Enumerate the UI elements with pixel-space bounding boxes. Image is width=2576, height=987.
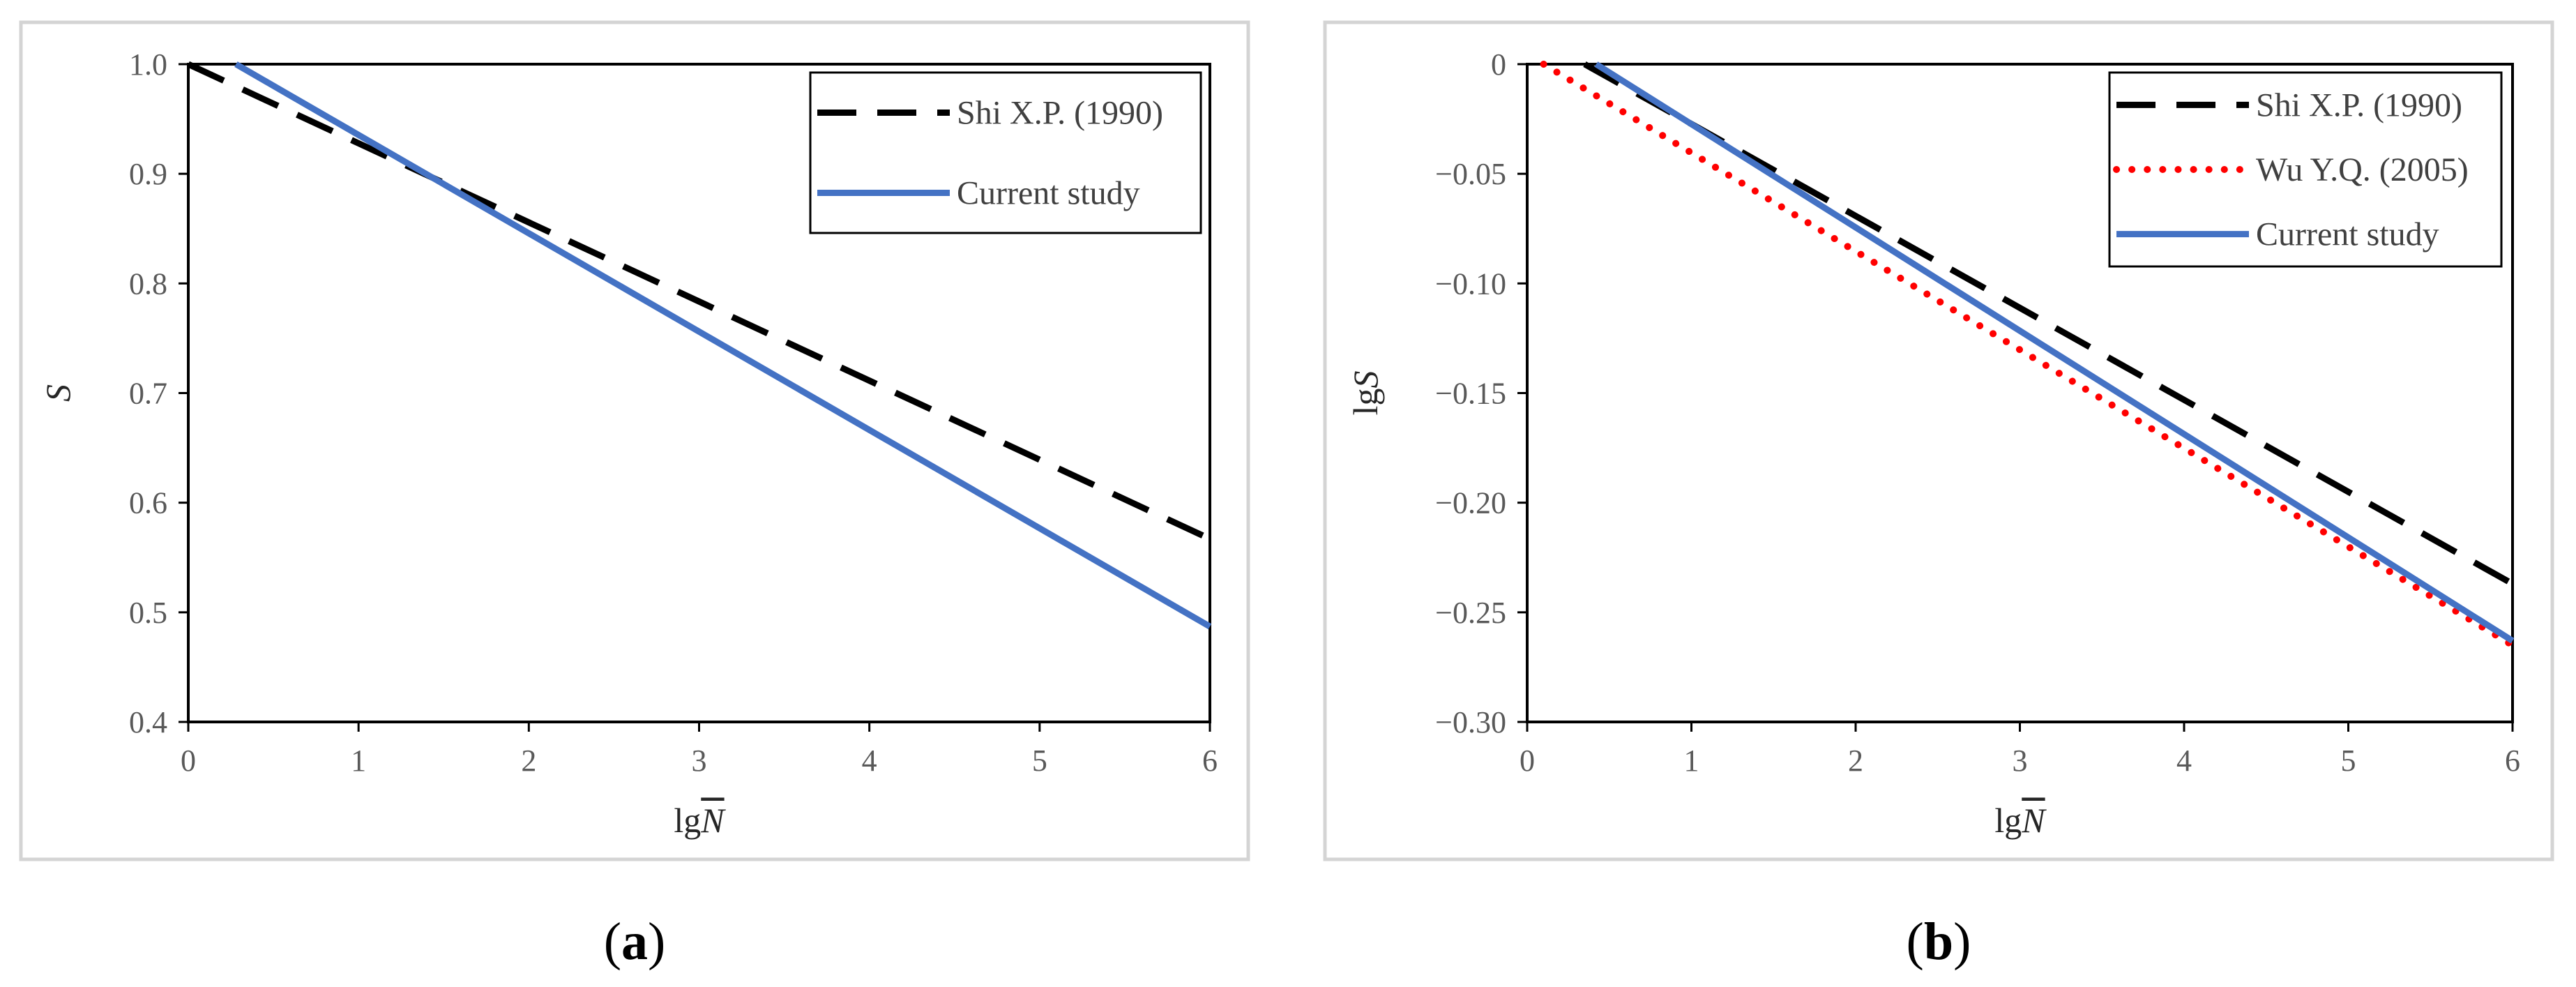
panel-b-x-tick-label: 4	[2176, 744, 2192, 778]
panel-b-y-tick-label: −0.20	[1435, 486, 1506, 520]
panel-a-y-tick-label: 0.6	[129, 486, 167, 520]
panel-a-x-tick-label: 1	[351, 744, 366, 778]
panel-a-y-tick-label: 0.5	[129, 596, 167, 630]
panel-b-y-tick-label: −0.15	[1435, 377, 1506, 411]
panel-b-legend-label-3: Current study	[2256, 216, 2439, 253]
panel-b-x-tick-label: 3	[2013, 744, 2028, 778]
panel-a-legend-label-1: Shi X.P. (1990)	[957, 95, 1163, 132]
panel-a-y-tick-label: 0.9	[129, 157, 167, 191]
panel-a-series-line-1	[187, 61, 1211, 542]
panel-a-x-tick-label: 3	[692, 744, 707, 778]
panel-b-legend-label-2: Wu Y.Q. (2005)	[2256, 151, 2469, 188]
panel-a-x-axis-label-prefix: lg	[674, 801, 701, 840]
panel-a-y-tick-label: 0.8	[129, 266, 167, 301]
panel-a-x-tick-label: 2	[521, 744, 536, 778]
panel-b-x-tick-label: 5	[2341, 744, 2356, 778]
panel-a-y-tick-label: 0.4	[129, 705, 167, 739]
panel-b-y-tick-label: −0.30	[1435, 705, 1506, 739]
panel-b-x-axis-label-prefix: lg	[1994, 801, 2022, 840]
panel-b-y-axis-label: lgS	[1346, 371, 1385, 416]
panel-b-plot: 0 1 2 3 4 5 6 0 −0.05 −0.10 −0.15 −0.20 −0.25 −0.30 lg…	[1346, 47, 2520, 840]
panel-a-y-axis-label: S	[38, 384, 77, 402]
caption-b: (b)	[1907, 912, 1971, 971]
panel-b-x-tick-label: 2	[1848, 744, 1863, 778]
panel-a-y-tick-label: 1.0	[129, 47, 167, 82]
panel-b-legend-label-1: Shi X.P. (1990)	[2256, 86, 2462, 123]
panel-a-series-line-2	[234, 61, 1212, 630]
panel-a-legend-box	[809, 71, 1202, 234]
panel-b-y-tick-label: −0.05	[1435, 157, 1506, 191]
panel-b-y-axis-label-prefix: lg	[1346, 389, 1385, 416]
panel-a-x-axis-label: lgN	[674, 801, 726, 840]
panel-a-x-tick-label: 4	[862, 744, 877, 778]
panel-b-x-tick-label: 6	[2505, 744, 2520, 778]
panel-a-x-tick-label: 5	[1032, 744, 1047, 778]
panel-b: 0 1 2 3 4 5 6 0 −0.05 −0.10 −0.15 −0.20 −0.25 −0.30 lg…	[1323, 20, 2554, 861]
panel-a: 0 1 2 3 4 5 6 0.4 0.5 0.6 0.7 0.8 0.9 1.0 lgN S Shi X.P.…	[19, 20, 1250, 861]
panel-b-y-tick-label: −0.25	[1435, 596, 1506, 630]
panel-b-x-axis-label: lgN	[1994, 801, 2047, 840]
panel-b-y-axis-label-var: S	[1346, 371, 1385, 389]
panel-b-series-line-3	[1594, 61, 2515, 644]
panel-a-x-axis-label-var: N	[700, 801, 726, 840]
panel-b-series-line-2	[1540, 61, 2516, 649]
panel-b-y-tick-label: 0	[1491, 47, 1506, 82]
panel-a-plot: 0 1 2 3 4 5 6 0.4 0.5 0.6 0.7 0.8 0.9 1.0 lgN S Shi X.P.…	[38, 47, 1218, 840]
panel-b-x-tick-label: 0	[1520, 744, 1535, 778]
panel-a-x-tick-label: 6	[1202, 744, 1218, 778]
panel-b-y-tick-label: −0.10	[1435, 266, 1506, 301]
panel-a-y-tick-label: 0.7	[129, 377, 167, 411]
panel-a-x-tick-label: 0	[181, 744, 196, 778]
panel-a-legend-label-2: Current study	[957, 175, 1140, 212]
caption-b-letter: b	[1924, 912, 1953, 971]
panel-b-x-tick-label: 1	[1684, 744, 1699, 778]
caption-a-letter: a	[621, 912, 648, 971]
panel-b-x-axis-label-var: N	[2021, 801, 2047, 840]
caption-a: (a)	[604, 912, 666, 971]
